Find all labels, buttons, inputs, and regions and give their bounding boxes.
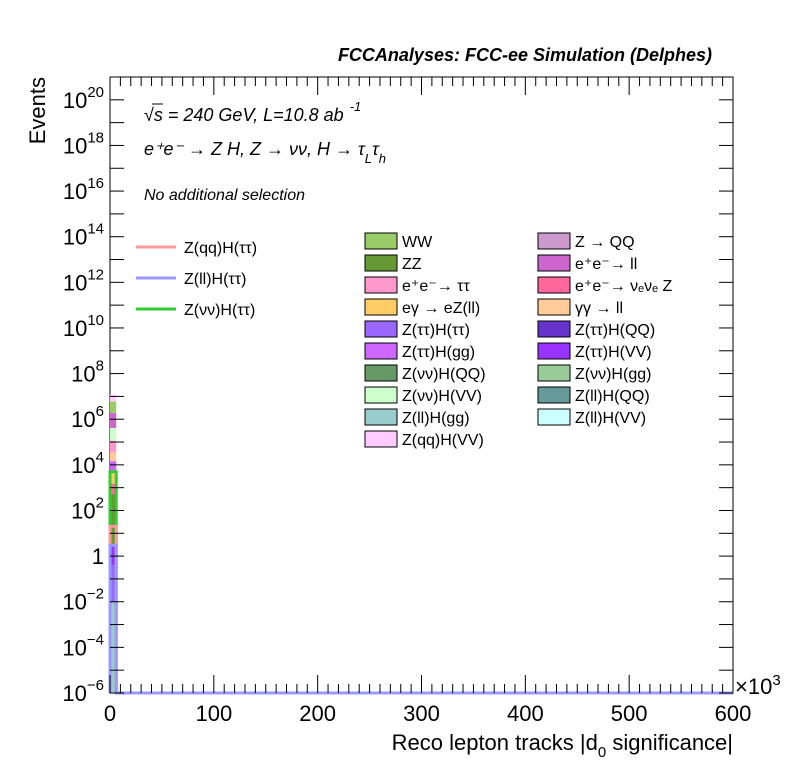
annotation-process: e⁺e⁻ → Z H, Z → νν, H → τLτh <box>144 139 386 166</box>
legend-swatch <box>364 408 398 426</box>
stack-bar <box>110 461 117 473</box>
y-tick-label: 106 <box>71 403 104 432</box>
legend-bg-label: Z(ll)H(QQ) <box>575 388 650 405</box>
legend-bg-label: eγ → eZ(ll) <box>402 300 480 317</box>
legend-bg-label: WW <box>402 234 433 251</box>
x-tick-labels: 0 100 200 300 400 500 600 <box>104 701 751 726</box>
legend-bg-label: Z(qq)H(VV) <box>402 432 484 449</box>
legend-swatch <box>537 298 571 316</box>
signal-lines <box>108 470 733 695</box>
legend-bg-label: e⁺e⁻→ ll <box>575 256 637 273</box>
stack-bar <box>110 427 117 441</box>
legend-signal-label: Z(qq)H(ττ) <box>184 240 257 257</box>
stack-bar <box>110 472 117 484</box>
y-tick-label: 1014 <box>63 221 104 250</box>
x-tick-label: 0 <box>104 701 116 726</box>
legend-swatch <box>537 342 571 360</box>
stack-bar <box>110 483 117 495</box>
signal-line <box>108 543 733 695</box>
legend-swatch <box>364 298 398 316</box>
x-tick-label: 100 <box>195 701 232 726</box>
legend-swatch <box>364 430 398 448</box>
y-tick-label: 1010 <box>63 312 104 341</box>
legend-bg-label: Z(ττ)H(ττ) <box>402 322 470 339</box>
legend-backgrounds-col1: WW ZZ e⁺e⁻→ ττ eγ → eZ(ll) Z(ττ)H(ττ) Z(ττ)H(… <box>364 232 486 449</box>
legend-swatch <box>364 364 398 382</box>
legend-swatch <box>364 386 398 404</box>
x-tick-label: 200 <box>299 701 336 726</box>
plot-frame <box>109 76 734 694</box>
y-tick-label: 10−2 <box>62 586 104 615</box>
legend-bg-label: Z(νν)H(QQ) <box>402 366 486 383</box>
legend-swatch <box>537 386 571 404</box>
y-tick-label: 108 <box>71 358 104 387</box>
plot-title: FCCAnalyses: FCC-ee Simulation (Delphes) <box>338 45 712 65</box>
y-tick-label: 1 <box>92 544 104 569</box>
legend-swatch <box>537 254 571 272</box>
legend-bg-label: ZZ <box>402 256 422 273</box>
stack-bar <box>110 452 117 462</box>
legend-signal-label: Z(ll)H(ττ) <box>184 271 246 288</box>
axis-ticks <box>109 76 734 694</box>
legend-swatch <box>364 342 398 360</box>
y-tick-label: 10−6 <box>62 677 104 706</box>
signal-line <box>108 470 733 695</box>
stack-bar <box>110 494 117 544</box>
x-axis-label: Reco lepton tracks |d0 significance| <box>392 730 733 761</box>
legend-swatch <box>537 232 571 250</box>
x-tick-label: 300 <box>403 701 440 726</box>
legend-bg-label: Z(ll)H(gg) <box>402 410 470 427</box>
legend-bg-label: e⁺e⁻→ νₑνₑ Z <box>575 278 672 295</box>
legend-bg-label: Z(ll)H(VV) <box>575 410 646 427</box>
legend-swatch <box>364 276 398 294</box>
annotation-energy-lumi: √s = 240 GeV, L=10.8 ab -1 <box>144 99 361 125</box>
legend-swatch <box>537 320 571 338</box>
legend-bg-label: Z(νν)H(gg) <box>575 366 651 383</box>
x-tick-label: 400 <box>507 701 544 726</box>
legend-swatch <box>364 320 398 338</box>
x-tick-label: 600 <box>715 701 752 726</box>
y-axis-label: Events <box>25 77 50 144</box>
legend-bg-label: Z → QQ <box>575 234 635 251</box>
stack-bar <box>110 412 117 428</box>
y-tick-label: 1020 <box>63 84 104 113</box>
x-multiplier: ×103 <box>735 672 781 699</box>
legend-bg-label: Z(ττ)H(QQ) <box>575 322 655 339</box>
legend-swatch <box>537 364 571 382</box>
legend-swatch <box>364 254 398 272</box>
y-tick-label: 1012 <box>63 266 104 295</box>
y-tick-label: 104 <box>71 449 104 478</box>
signal-line <box>108 524 733 695</box>
legend-bg-label: γγ → ll <box>575 300 623 317</box>
legend-bg-label: Z(ττ)H(VV) <box>575 344 652 361</box>
stack-bar <box>110 564 117 602</box>
stack-bar <box>110 543 117 565</box>
x-tick-label: 500 <box>611 701 648 726</box>
legend-swatch <box>537 276 571 294</box>
legend-bg-label: Z(ττ)H(gg) <box>402 344 475 361</box>
legend-backgrounds-col2: Z → QQ e⁺e⁻→ ll e⁺e⁻→ νₑνₑ Z γγ → ll Z(ττ)H(… <box>537 232 672 427</box>
y-tick-label: 1018 <box>63 129 104 158</box>
legend-bg-label: Z(νν)H(VV) <box>402 388 482 405</box>
legend-swatch <box>537 408 571 426</box>
y-tick-labels: 1020 1018 1016 1014 1012 1010 108 106 104 102 1 10−… <box>62 84 104 706</box>
stack-bar <box>110 440 117 453</box>
legend-signals: Z(qq)H(ττ) Z(ll)H(ττ) Z(νν)H(ττ) <box>136 240 257 319</box>
stack-bar <box>110 394 117 402</box>
legend-bg-label: e⁺e⁻→ ττ <box>402 278 470 295</box>
y-tick-label: 10−4 <box>62 631 104 660</box>
y-tick-label: 1016 <box>63 175 104 204</box>
legend-signal-label: Z(νν)H(ττ) <box>184 302 255 319</box>
annotation-selection: No additional selection <box>144 187 305 204</box>
y-tick-label: 102 <box>71 494 104 523</box>
stack-bar <box>110 401 117 413</box>
legend-swatch <box>364 232 398 250</box>
